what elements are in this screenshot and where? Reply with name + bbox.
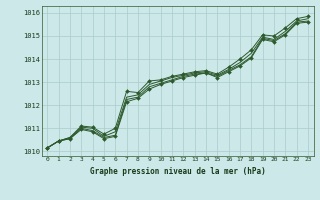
X-axis label: Graphe pression niveau de la mer (hPa): Graphe pression niveau de la mer (hPa)	[90, 167, 266, 176]
